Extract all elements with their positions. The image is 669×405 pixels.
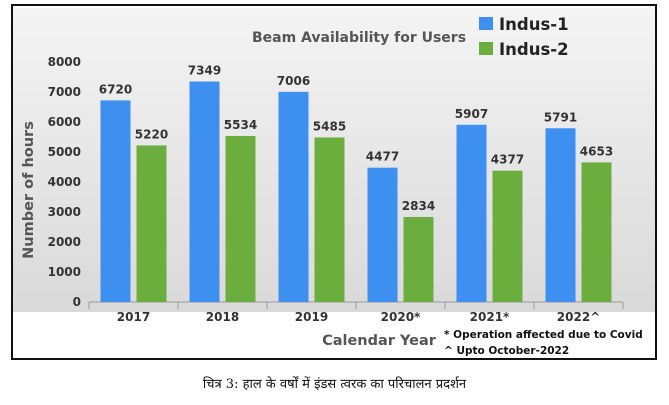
x-tick-label: 2022^ (557, 310, 600, 324)
y-tick-label: 1000 (48, 265, 81, 279)
y-axis: 0 1000 2000 3000 4000 5000 6000 7000 8000 (48, 55, 81, 309)
y-tick-label: 5000 (48, 145, 81, 159)
x-axis-label: Calendar Year (322, 333, 437, 349)
y-tick-label: 3000 (48, 205, 81, 219)
data-label: 7006 (277, 74, 310, 88)
legend: Indus-1 Indus-2 (479, 15, 569, 59)
x-tick-label: 2017 (117, 310, 150, 324)
y-tick-label: 4000 (48, 175, 81, 189)
bar-indus-2-2020 (403, 216, 434, 302)
y-tick-label: 2000 (48, 235, 81, 249)
chart-frame: Beam Availability for Users 0 1000 2000 300… (11, 4, 657, 360)
bar-indus-2-2019 (314, 137, 345, 302)
chart-title: Beam Availability for Users (252, 30, 466, 46)
y-tick-label: 8000 (48, 55, 81, 69)
data-label: 4477 (366, 150, 399, 164)
data-label: 5907 (455, 107, 488, 121)
x-axis: 2017 2018 2019 2020* 2021* 2022^ (88, 301, 624, 324)
x-tick-label: 2020* (381, 310, 421, 324)
bar-chart: Beam Availability for Users 0 1000 2000 300… (13, 8, 655, 357)
annotation-upto: ^ Upto October-2022 (444, 345, 569, 357)
data-label: 6720 (99, 82, 132, 96)
legend-label: Indus-2 (499, 40, 569, 59)
x-tick-label: 2019 (295, 310, 328, 324)
data-label: 5534 (224, 118, 257, 132)
bar-indus-2-2017 (136, 145, 167, 302)
bar-indus-2-2018 (225, 135, 256, 302)
data-label: 7349 (188, 64, 221, 78)
data-label: 5220 (135, 127, 168, 141)
data-label: 5791 (544, 110, 577, 124)
bar-indus-1-2022 (545, 128, 576, 302)
bar-indus-1-2020 (367, 167, 398, 302)
y-tick-label: 6000 (48, 115, 81, 129)
bar-indus-2-2022 (581, 162, 612, 302)
bar-indus-2-2021 (492, 170, 523, 302)
data-label: 4377 (491, 153, 524, 167)
data-label: 5485 (313, 119, 346, 133)
legend-swatch (479, 42, 493, 55)
y-tick-label: 0 (73, 295, 81, 309)
bar-indus-1-2019 (278, 91, 309, 302)
legend-swatch (479, 17, 493, 30)
x-tick-label: 2021* (470, 310, 510, 324)
legend-label: Indus-1 (499, 15, 569, 34)
x-tick-label: 2018 (206, 310, 239, 324)
bar-indus-1-2018 (189, 81, 220, 302)
bars: 6720 7349 7006 4477 5907 5791 5220 5534 5485 2834… (99, 64, 613, 303)
bar-indus-1-2017 (100, 100, 131, 303)
y-axis-label: Number of hours (21, 121, 37, 259)
bar-indus-1-2021 (456, 124, 487, 302)
data-label: 2834 (402, 199, 435, 213)
figure-caption: चित्र 3: हाल के वर्षों में इंडस त्वरक का… (202, 377, 467, 392)
annotation-covid: * Operation affected due to Covid (444, 329, 643, 341)
data-label: 4653 (580, 144, 613, 158)
y-tick-label: 7000 (48, 85, 81, 99)
